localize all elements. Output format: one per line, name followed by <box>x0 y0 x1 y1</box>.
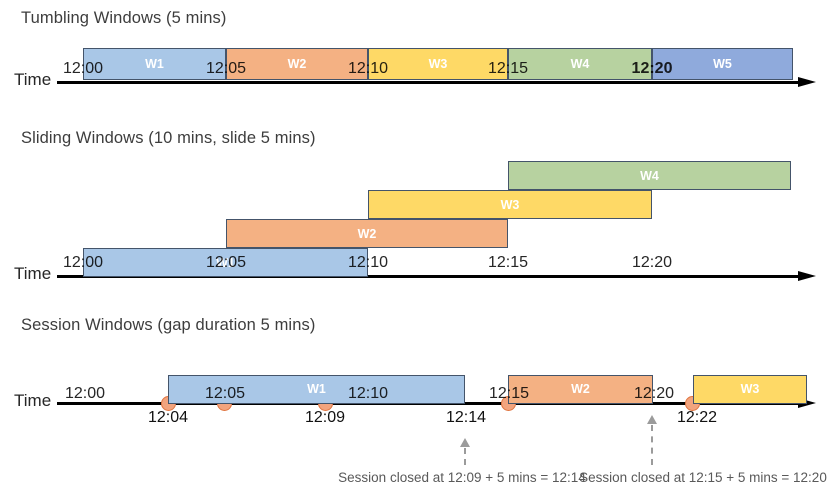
window-label: W2 <box>357 226 377 241</box>
axis-arrowhead-icon <box>798 270 816 281</box>
window-label: W1 <box>145 57 164 71</box>
window-bar-w3: W3 <box>368 190 652 219</box>
section-title-tumbling: Tumbling Windows (5 mins) <box>21 9 227 27</box>
session-closed-note: Session closed at 12:09 + 5 mins = 12:14 <box>338 470 586 485</box>
tick-label: 12:05 <box>205 254 247 271</box>
tick-label: 12:05 <box>204 385 246 402</box>
event-time-label: 12:14 <box>445 409 487 426</box>
tick-label: 12:00 <box>64 385 106 402</box>
tick-label: 12:15 <box>487 254 529 271</box>
section-title-sliding: Sliding Windows (10 mins, slide 5 mins) <box>21 129 316 147</box>
time-axis-label: Time <box>14 264 52 283</box>
tick-label: 12:20 <box>631 254 673 271</box>
tick-label: 12:10 <box>347 385 389 402</box>
window-bar-w4: W4 <box>508 161 791 190</box>
window-label: W2 <box>571 382 590 396</box>
window-label: W2 <box>287 57 307 71</box>
window-bar-w2: W2 <box>226 219 508 248</box>
window-bar-w3: W3 <box>368 48 508 80</box>
window-bar-w3: W3 <box>693 375 807 404</box>
tick-label: 12:20 <box>631 60 673 77</box>
window-label: W3 <box>740 382 760 396</box>
axis-arrowhead-icon <box>798 397 816 408</box>
tick-label: 12:10 <box>347 60 389 77</box>
event-time-label: 12:09 <box>304 409 346 426</box>
window-bar-w2: W2 <box>508 375 653 404</box>
window-bar-w1: W1 <box>83 248 368 277</box>
window-bar-w1: W1 <box>83 48 226 80</box>
up-arrow-dash <box>651 425 653 465</box>
event-time-label: 12:22 <box>676 409 718 426</box>
up-arrow-icon <box>647 415 657 424</box>
time-axis <box>57 401 800 405</box>
window-bar-w5: W5 <box>652 48 793 80</box>
tick-label: 12:10 <box>347 254 389 271</box>
tick-label: 12:20 <box>633 385 675 402</box>
window-bar-w2: W2 <box>226 48 368 80</box>
event-dot <box>317 395 333 411</box>
event-dot <box>684 395 700 411</box>
time-axis <box>57 80 800 84</box>
window-label: W3 <box>428 57 448 71</box>
axis-arrowhead-icon <box>798 76 816 87</box>
tick-label: 12:00 <box>62 254 104 271</box>
tick-label: 12:00 <box>62 60 104 77</box>
session-closed-note: Session closed at 12:15 + 5 mins = 12:20 <box>579 470 827 485</box>
time-axis-label: Time <box>14 391 52 410</box>
event-time-label: 12:04 <box>147 409 189 426</box>
up-arrow-dash <box>464 448 466 465</box>
window-label: W4 <box>640 168 659 183</box>
window-label: W5 <box>713 57 732 71</box>
event-dot <box>500 395 516 411</box>
window-label: W1 <box>216 255 235 270</box>
up-arrow-icon <box>460 438 470 447</box>
window-bar-w4: W4 <box>508 48 652 80</box>
tick-label: 12:05 <box>205 60 247 77</box>
window-label: W1 <box>307 382 326 396</box>
section-title-session: Session Windows (gap duration 5 mins) <box>21 316 316 334</box>
event-dot <box>160 395 176 411</box>
window-label: W3 <box>500 197 520 212</box>
window-bar-w1: W1 <box>168 375 465 404</box>
time-axis-label: Time <box>14 70 52 89</box>
tick-label: 12:15 <box>487 60 529 77</box>
tick-label: 12:15 <box>488 385 530 402</box>
time-axis <box>57 274 800 278</box>
event-dot <box>216 395 232 411</box>
window-label: W4 <box>570 57 590 71</box>
